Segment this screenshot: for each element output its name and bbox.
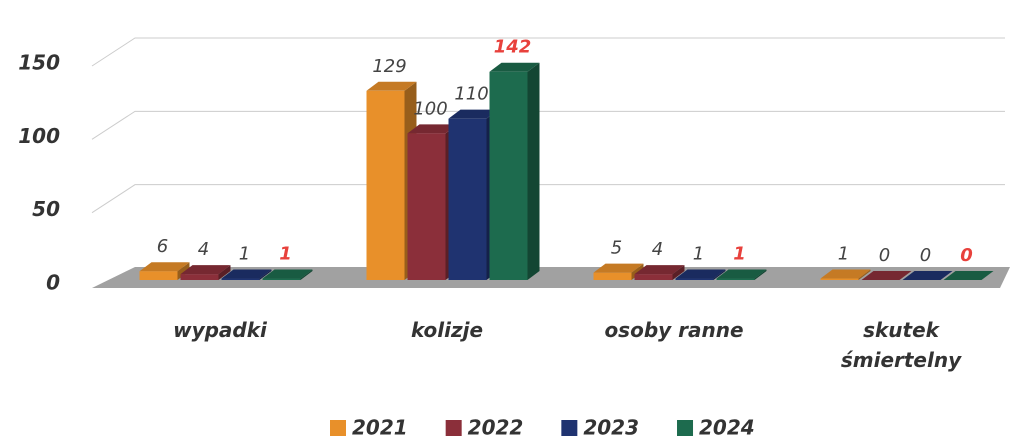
- bar: [221, 278, 260, 280]
- bar-top: [716, 269, 767, 279]
- bar: [180, 274, 219, 280]
- legend-swatch: [445, 420, 462, 436]
- y-tick-label: 150: [18, 51, 60, 75]
- bar: [489, 71, 528, 280]
- bar: [366, 90, 405, 280]
- data-label: 1: [693, 244, 704, 265]
- x-tick-label: skutek śmiertelny: [840, 318, 962, 372]
- bar-top: [366, 81, 417, 91]
- bar-top: [448, 109, 499, 119]
- bar-top: [943, 271, 994, 280]
- legend-label: 2022: [468, 416, 524, 440]
- x-tick-label: osoby ranne: [604, 318, 744, 342]
- data-label: 0: [920, 245, 931, 266]
- data-label: 1: [838, 244, 849, 265]
- bar-side: [754, 269, 767, 280]
- grid-line: [91, 184, 1005, 214]
- bar-top: [902, 271, 953, 280]
- y-tick-label: 100: [18, 124, 60, 148]
- legend-swatch: [561, 420, 578, 436]
- bar: [407, 133, 446, 280]
- y-tick-label: 50: [32, 197, 60, 221]
- legend-swatch: [330, 420, 346, 436]
- data-label: 4: [652, 239, 663, 260]
- legend-label: 2024: [699, 416, 755, 440]
- bar-side: [218, 265, 231, 280]
- bar: [716, 278, 755, 280]
- bar-top: [139, 262, 190, 272]
- bar-side: [527, 62, 540, 280]
- bar-side: [672, 265, 685, 280]
- data-label: 110: [454, 84, 488, 105]
- bar: [593, 272, 632, 280]
- data-label: 0: [879, 245, 890, 266]
- floor: [92, 267, 1010, 288]
- grid-line: [91, 110, 1005, 140]
- data-label: 129: [372, 56, 406, 77]
- data-label: 1: [239, 244, 250, 265]
- x-tick-label: kolizje: [410, 318, 484, 342]
- bar-side: [259, 269, 272, 280]
- bar-side: [300, 269, 313, 280]
- bar-top: [221, 269, 272, 279]
- bar-top: [262, 269, 313, 279]
- bar: [139, 271, 178, 280]
- bar-side: [858, 269, 871, 280]
- bar-top: [180, 265, 231, 275]
- bar: [675, 278, 714, 280]
- data-label: 100: [413, 98, 447, 119]
- bar-side: [713, 269, 726, 280]
- bar-top: [675, 269, 726, 279]
- bar: [448, 118, 487, 281]
- bar: [634, 274, 673, 280]
- bar-top: [593, 263, 644, 273]
- bar: [262, 278, 301, 280]
- legend-label: 2023: [583, 416, 639, 440]
- data-label: 4: [198, 239, 209, 260]
- bar-top: [634, 265, 685, 275]
- data-label: 0: [960, 245, 973, 266]
- data-label: 1: [733, 244, 746, 265]
- bar-top: [407, 124, 458, 134]
- legend-label: 2021: [352, 416, 408, 440]
- y-tick-label: 0: [46, 271, 60, 295]
- bar-top: [489, 62, 540, 72]
- data-label: 6: [157, 236, 168, 257]
- grid-line: [91, 37, 1005, 67]
- bar-top: [820, 269, 871, 279]
- bar-top: [861, 271, 912, 280]
- legend-swatch: [677, 420, 694, 436]
- bar: [820, 278, 859, 280]
- data-label: 5: [611, 238, 622, 259]
- data-label: 1: [279, 244, 292, 265]
- data-label: 142: [494, 37, 532, 58]
- x-tick-label: wypadki: [173, 318, 267, 342]
